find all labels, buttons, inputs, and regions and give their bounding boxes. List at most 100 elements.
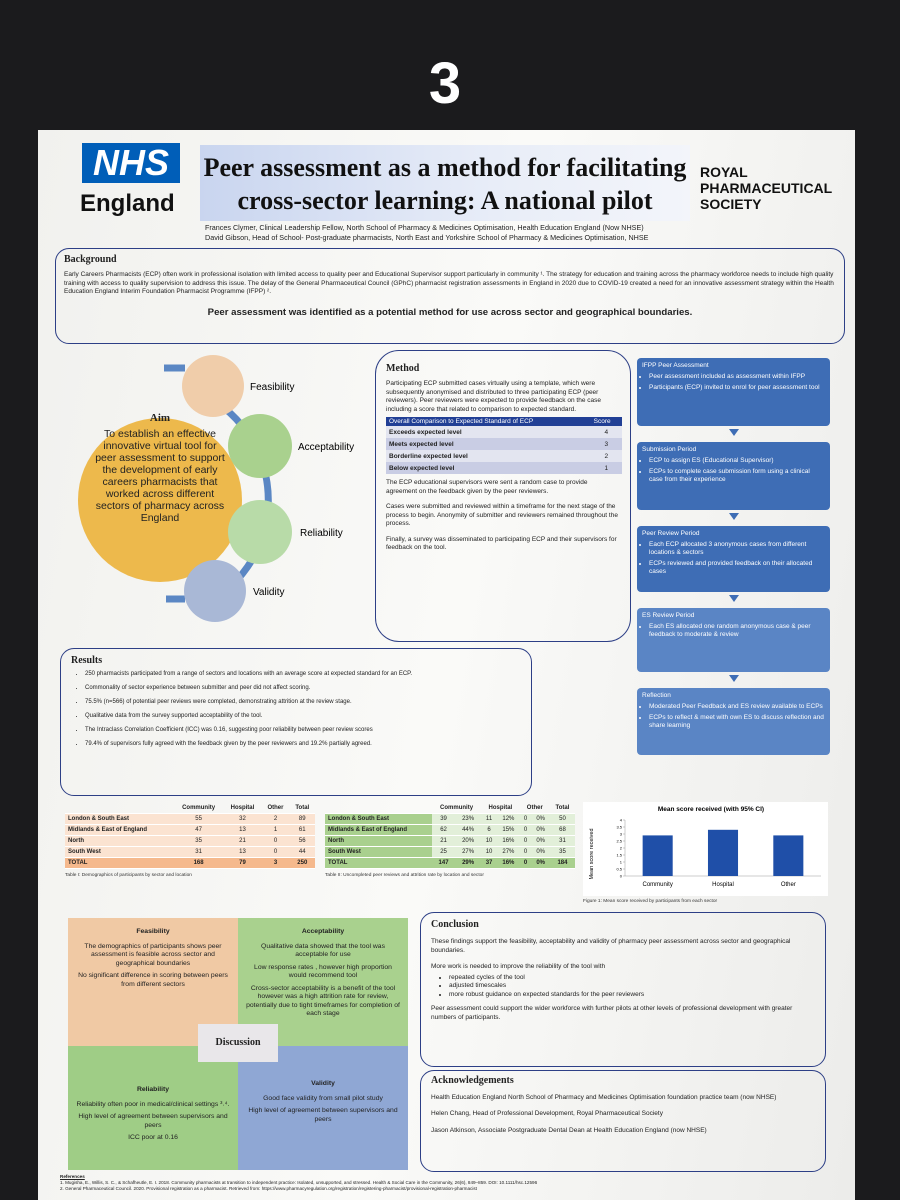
author: David Gibson, Head of School- Post-gradu…: [205, 233, 649, 242]
quadrant: Acceptability Qualitative data showed tha…: [238, 918, 408, 1046]
cell: 56: [289, 835, 315, 847]
cell: 20%: [455, 835, 482, 847]
method-paragraphs: The ECP educational supervisors were sen…: [386, 479, 620, 553]
bullet: 79.4% of supervisors fully agreed with t…: [85, 740, 521, 748]
cell: 21: [432, 835, 456, 847]
row: Below expected level 1: [386, 462, 622, 474]
step-item: Peer assessment included as assessment w…: [649, 373, 825, 381]
header-cell: Score: [590, 417, 622, 426]
cell: 61: [289, 824, 315, 836]
petal-label: Feasibility: [250, 382, 294, 393]
paragraph: These findings support the feasibility, …: [431, 938, 791, 954]
cell: 39: [432, 813, 456, 825]
aim-diagram: Feasibility Acceptability Reliability Va…: [78, 355, 354, 622]
cell: 0: [519, 813, 532, 825]
cell: 27%: [497, 846, 520, 858]
bullet: 75.5% (n=566) of potential peer reviews …: [85, 698, 521, 706]
cell: 0%: [531, 857, 550, 869]
bullet: 250 pharmacists participated from a rang…: [85, 670, 521, 678]
heading: Aim: [149, 412, 171, 424]
quadrant-line: High level of agreement between supervis…: [78, 1113, 228, 1129]
y-tick-label: 4: [620, 818, 623, 823]
bullet: The Intraclass Correlation Coefficient (…: [85, 726, 521, 734]
cell: 16%: [497, 835, 520, 847]
step-list: Each ECP allocated 3 anonymous cases fro…: [642, 541, 825, 576]
cell: 50: [549, 813, 575, 825]
society-line: SOCIETY: [700, 196, 762, 212]
heading: Conclusion: [431, 919, 479, 930]
header-cell: Community: [432, 803, 482, 814]
cell: 2: [590, 450, 622, 462]
y-tick-label: 2.5: [616, 839, 622, 844]
step-title: Peer Review Period: [642, 530, 700, 537]
list-item: repeated cycles of the tool: [449, 974, 815, 983]
quadrant-line: Good face validity from small pilot stud…: [263, 1094, 383, 1102]
y-axis-label: Mean score received: [589, 828, 595, 879]
aim-text: To establish an effective innovative vir…: [95, 428, 225, 524]
y-tick-label: 3.5: [616, 825, 622, 830]
heading: References: [60, 1174, 85, 1179]
step-title: Reflection: [642, 692, 671, 699]
header-cell: Other: [261, 803, 290, 814]
cell: 10: [481, 835, 498, 847]
flow-step: Submission Period ECP to assign ES (Educa…: [637, 442, 830, 510]
flow-step: IFPP Peer Assessment Peer assessment incl…: [637, 358, 830, 426]
flow-step: ES Review Period Each ES allocated one ra…: [637, 608, 830, 672]
cell: 35: [173, 835, 224, 847]
quadrant-line: High level of agreement between supervis…: [248, 1107, 398, 1123]
row: Midlands & East of England 62 44% 6 15% 0 0% 68: [325, 824, 575, 836]
x-tick-label: Community: [642, 882, 672, 888]
step-list: Peer assessment included as assessment w…: [642, 373, 825, 392]
cell: 3: [590, 438, 622, 450]
caption: Table II: Uncompleted peer reviews and a…: [325, 873, 484, 878]
cell: Meets expected level: [386, 438, 591, 450]
list: repeated cycles of the tooladjusted time…: [431, 974, 815, 1000]
quadrant-title: Acceptability: [301, 928, 345, 935]
cell: 55: [173, 813, 224, 825]
row: Exceeds expected level 4: [386, 426, 622, 438]
cell: 79: [223, 857, 262, 869]
row: South West 25 27% 10 27% 0 0% 35: [325, 846, 575, 858]
caption: Figure 1: Mean score received by partici…: [583, 899, 718, 904]
logo-nhs: NHS: [82, 143, 180, 183]
heading: Background: [64, 254, 117, 265]
cell: 62: [432, 824, 456, 836]
quadrant-line: Low response rates , however high propor…: [254, 963, 392, 980]
heading: Acknowledgements: [431, 1075, 514, 1086]
table1-block: Community Hospital Other Total London & Sout…: [65, 803, 315, 878]
arrow: [729, 429, 739, 436]
cell: 250: [289, 857, 315, 869]
heading: Method: [386, 363, 420, 374]
cell: 27%: [455, 846, 482, 858]
heading: Results: [71, 655, 103, 666]
cell: 31: [549, 835, 575, 847]
cell: 10: [481, 846, 498, 858]
cell: 89: [289, 813, 315, 825]
score-table: Overall Comparison to Expected Standard …: [386, 417, 622, 474]
cell: 13: [223, 846, 262, 858]
y-tick-label: 1: [620, 860, 623, 865]
cell: 2: [261, 813, 290, 825]
step-item: ECP to assign ES (Educational Supervisor…: [649, 457, 825, 465]
quadrant-line: Reliability often poor in medical/clinic…: [76, 1100, 230, 1108]
acknowledgement: Health Education England North School of…: [431, 1093, 777, 1101]
paragraph: The ECP educational supervisors were sen…: [386, 479, 588, 495]
header-row: Community Hospital Other Total: [65, 803, 315, 814]
quadrant-line: The demographics of participants shows p…: [84, 942, 222, 967]
reference: 1. Mugisha, E., Willis, S. C., & Schafhe…: [60, 1180, 538, 1185]
cell: 0: [519, 835, 532, 847]
aim: Aim To establish an effective innovative…: [92, 412, 228, 524]
conclusion-section: Conclusion These findings support the fe…: [420, 912, 826, 1067]
cell: 0%: [531, 846, 550, 858]
cell: 68: [549, 824, 575, 836]
cell: 21: [223, 835, 262, 847]
authors: Frances Clymer, Clinical Leadership Fell…: [205, 223, 648, 243]
quadrant-line: Cross-sector acceptability is a benefit …: [246, 984, 400, 1018]
step-item: Each ES allocated one random anonymous c…: [649, 623, 825, 639]
row: London & South East 55 32 2 89: [65, 813, 315, 825]
header-cell: Overall Comparison to Expected Standard …: [386, 417, 591, 426]
paragraph: Finally, a survey was disseminated to pa…: [386, 535, 617, 552]
cell: 12%: [497, 813, 520, 825]
step-item: Each ECP allocated 3 anonymous cases fro…: [649, 541, 825, 557]
